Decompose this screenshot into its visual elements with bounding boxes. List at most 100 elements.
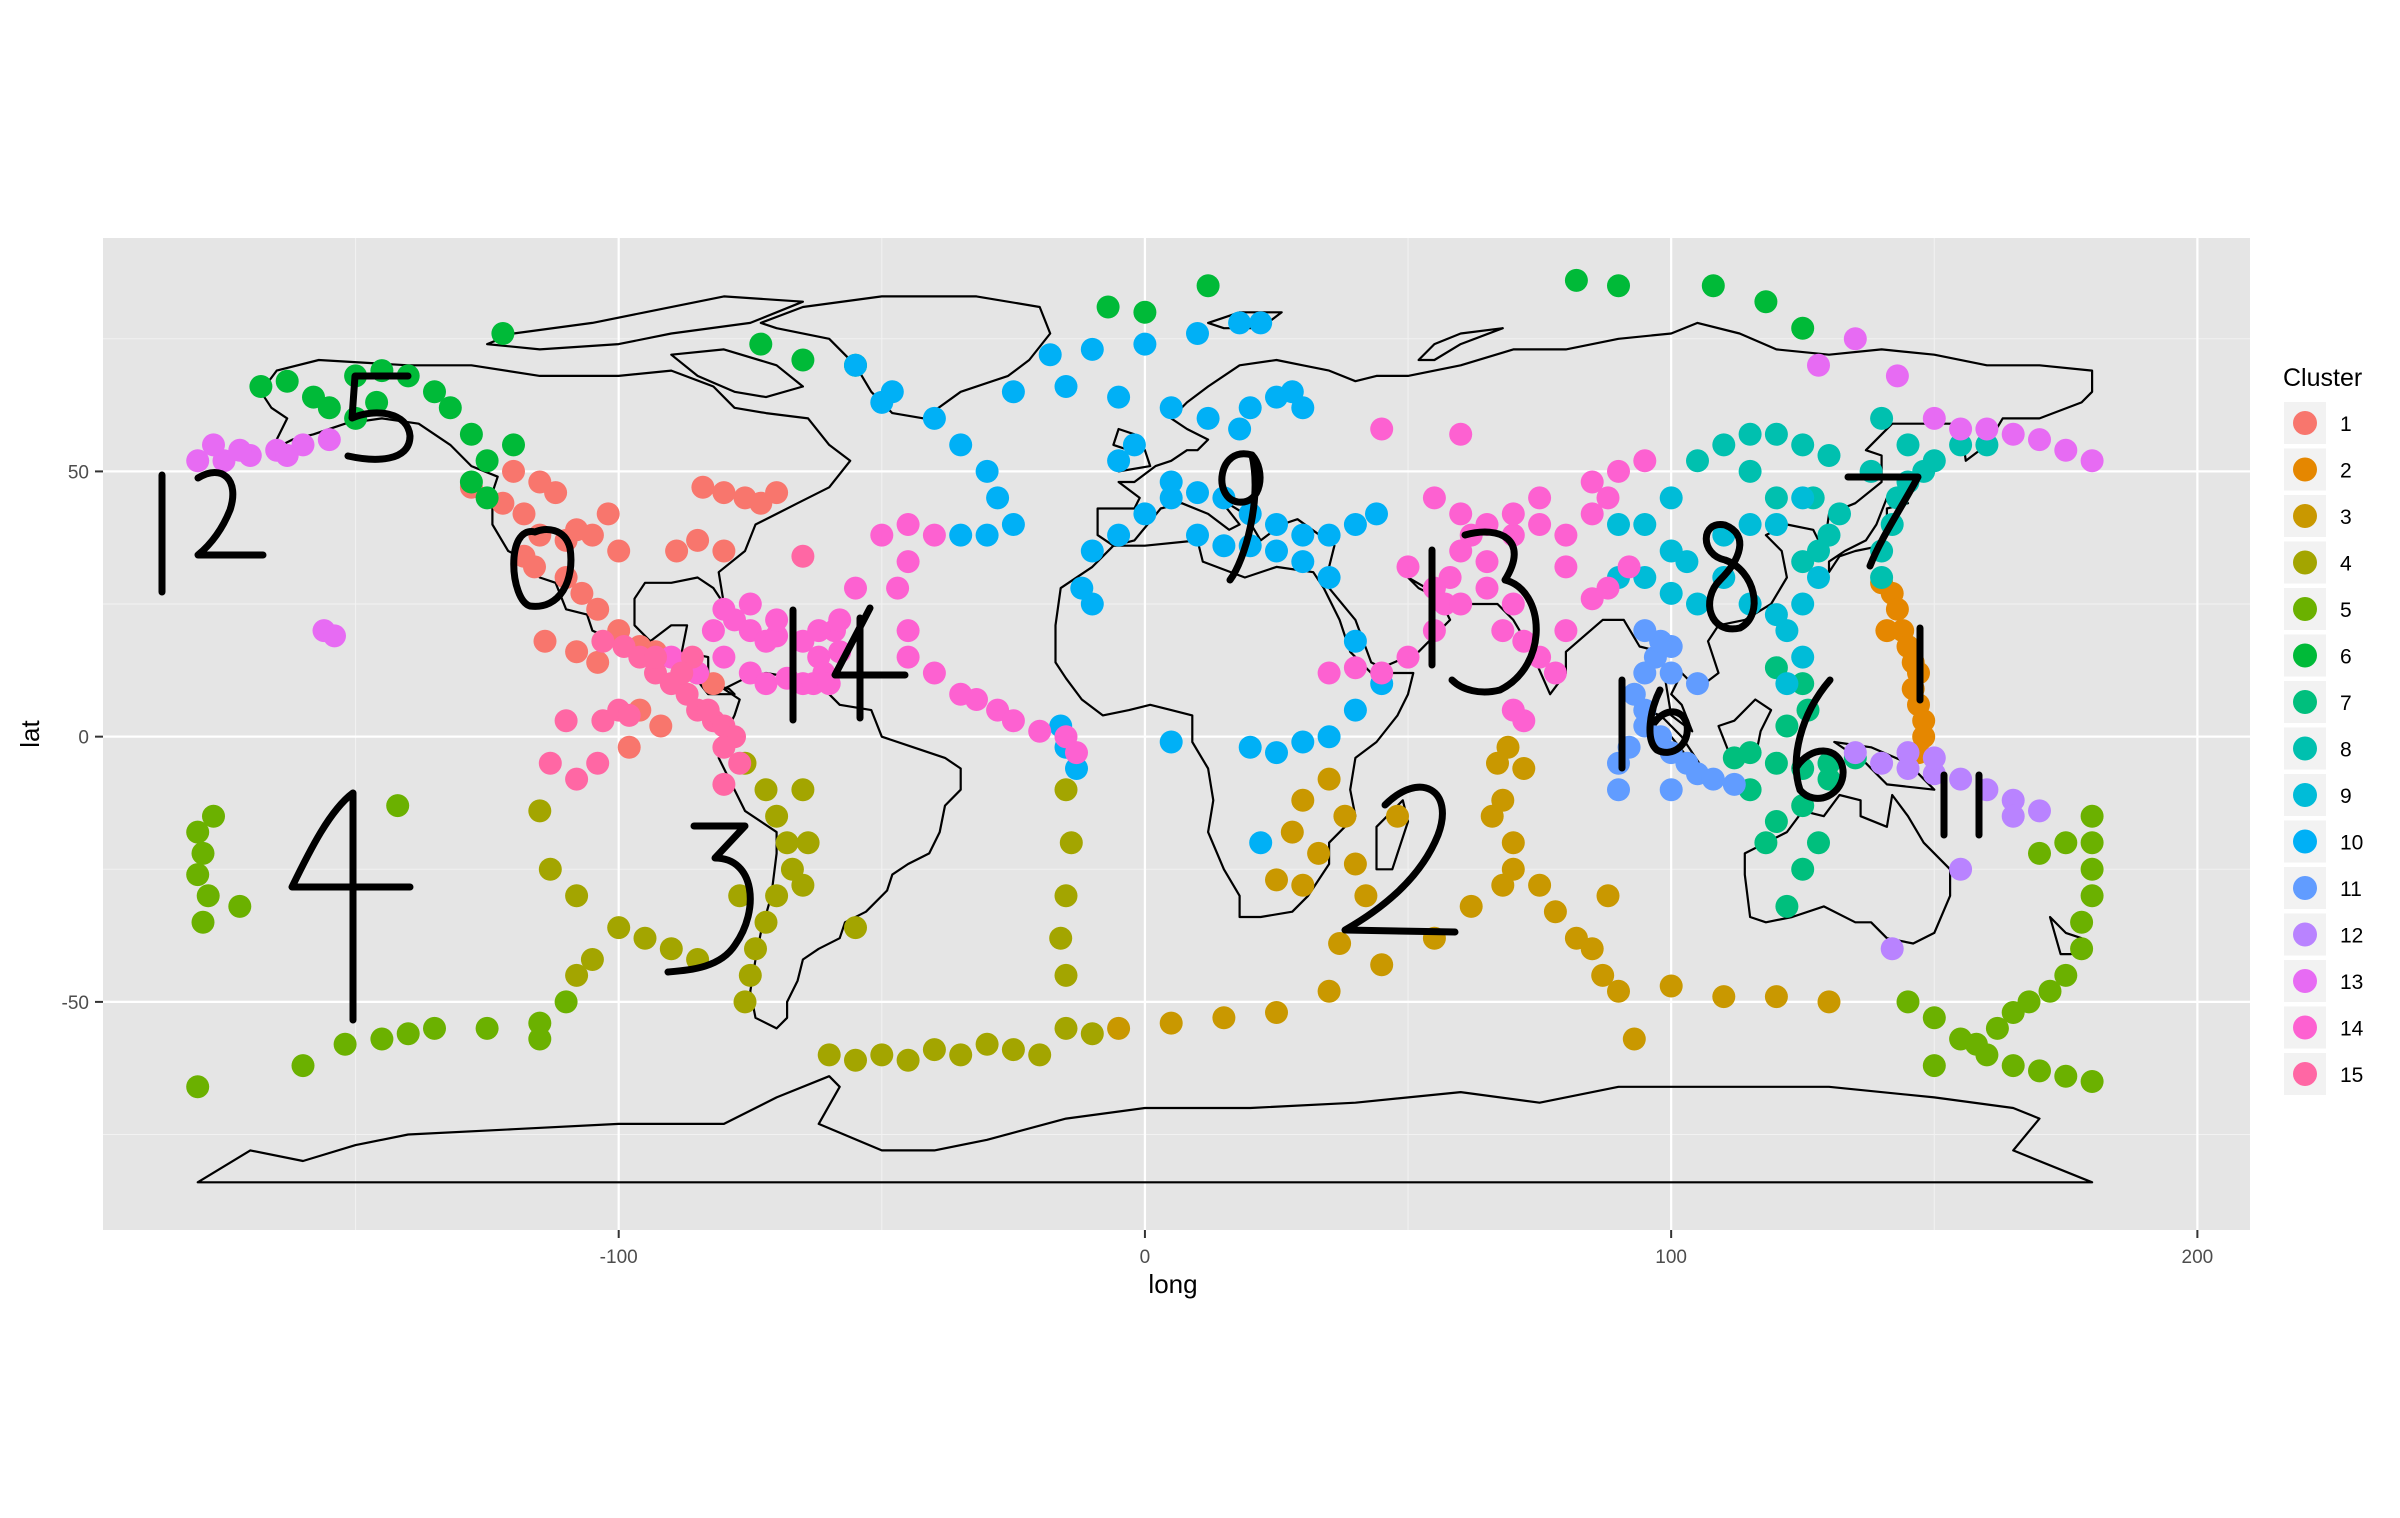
data-point-cluster-3 bbox=[1659, 974, 1683, 998]
data-point-cluster-5 bbox=[291, 1054, 315, 1078]
legend-key-9 bbox=[2293, 783, 2317, 807]
data-point-cluster-13 bbox=[2028, 428, 2051, 452]
data-point-cluster-5 bbox=[2080, 1070, 2104, 1093]
data-point-cluster-4 bbox=[565, 963, 589, 987]
data-point-cluster-13 bbox=[1975, 417, 1999, 441]
data-point-cluster-8 bbox=[1686, 449, 1709, 473]
data-point-cluster-14 bbox=[1501, 592, 1525, 616]
data-point-cluster-8 bbox=[1712, 433, 1736, 457]
data-point-cluster-15 bbox=[670, 661, 694, 685]
data-point-cluster-13 bbox=[2054, 438, 2078, 462]
data-point-cluster-4 bbox=[1028, 1043, 1052, 1067]
legend-label-1: 1 bbox=[2340, 413, 2352, 436]
data-point-cluster-9 bbox=[1775, 619, 1799, 643]
data-point-cluster-3 bbox=[1764, 985, 1788, 1009]
data-point-cluster-5 bbox=[2038, 979, 2062, 1003]
data-point-cluster-4 bbox=[1001, 1038, 1025, 1062]
data-point-cluster-14 bbox=[896, 619, 920, 643]
data-point-cluster-5 bbox=[2080, 857, 2104, 881]
data-point-cluster-11 bbox=[1633, 619, 1657, 643]
data-point-cluster-12 bbox=[1949, 857, 1973, 881]
data-point-cluster-5 bbox=[554, 990, 578, 1014]
data-point-cluster-14 bbox=[1528, 513, 1552, 536]
data-point-cluster-14 bbox=[1396, 555, 1420, 579]
data-point-cluster-8 bbox=[1738, 459, 1762, 483]
legend-label-2: 2 bbox=[2340, 460, 2352, 483]
data-point-cluster-11 bbox=[1659, 661, 1683, 685]
data-point-cluster-3 bbox=[1265, 868, 1288, 892]
data-point-cluster-10 bbox=[1228, 311, 1252, 335]
data-point-cluster-10 bbox=[1107, 523, 1131, 547]
data-point-cluster-5 bbox=[528, 1011, 552, 1035]
data-point-cluster-3 bbox=[1291, 873, 1315, 897]
data-point-cluster-5 bbox=[228, 894, 252, 918]
data-point-cluster-1 bbox=[765, 481, 789, 505]
data-point-cluster-14 bbox=[896, 513, 920, 536]
data-point-cluster-1 bbox=[691, 475, 715, 499]
data-point-cluster-5 bbox=[423, 1016, 446, 1040]
data-point-cluster-6 bbox=[791, 348, 815, 372]
data-point-cluster-10 bbox=[1228, 417, 1252, 441]
data-point-cluster-5 bbox=[191, 841, 215, 865]
data-point-cluster-3 bbox=[1328, 932, 1352, 955]
data-point-cluster-12 bbox=[2028, 799, 2051, 823]
data-point-cluster-10 bbox=[1343, 629, 1367, 653]
data-point-cluster-8 bbox=[1922, 449, 1946, 473]
data-point-cluster-8 bbox=[1870, 566, 1894, 589]
legend-label-7: 7 bbox=[2340, 692, 2352, 715]
data-point-cluster-6 bbox=[475, 449, 499, 473]
data-point-cluster-14 bbox=[765, 608, 789, 632]
data-point-cluster-6 bbox=[275, 369, 299, 393]
axes: -100 0 100 200 -50 0 50 bbox=[62, 462, 2214, 1268]
data-point-cluster-10 bbox=[1212, 534, 1236, 558]
data-point-cluster-4 bbox=[791, 873, 815, 897]
data-point-cluster-14 bbox=[965, 688, 988, 711]
data-point-cluster-1 bbox=[533, 629, 557, 653]
data-point-cluster-14 bbox=[1580, 502, 1604, 526]
data-point-cluster-14 bbox=[1317, 661, 1341, 685]
data-point-cluster-1 bbox=[523, 555, 546, 579]
data-point-cluster-6 bbox=[365, 390, 389, 414]
data-point-cluster-14 bbox=[1491, 619, 1515, 643]
data-point-cluster-1 bbox=[512, 502, 536, 526]
data-point-cluster-14 bbox=[1449, 422, 1473, 446]
data-point-cluster-14 bbox=[1528, 486, 1552, 510]
data-point-cluster-4 bbox=[607, 916, 631, 940]
data-point-cluster-12 bbox=[1880, 937, 1904, 961]
data-point-cluster-3 bbox=[1591, 963, 1615, 987]
data-point-cluster-14 bbox=[1422, 486, 1446, 510]
data-point-cluster-10 bbox=[1343, 513, 1367, 536]
data-point-cluster-13 bbox=[317, 428, 341, 452]
x-tick-label: -100 bbox=[600, 1247, 638, 1268]
data-point-cluster-8 bbox=[1896, 433, 1920, 457]
legend-key-2 bbox=[2293, 457, 2317, 482]
data-point-cluster-3 bbox=[1817, 990, 1841, 1014]
data-point-cluster-10 bbox=[1265, 513, 1288, 536]
legend-label-11: 11 bbox=[2340, 878, 2362, 901]
legend-label-13: 13 bbox=[2340, 971, 2363, 994]
data-point-cluster-10 bbox=[1054, 375, 1078, 398]
data-point-cluster-14 bbox=[828, 608, 852, 632]
data-point-cluster-14 bbox=[844, 576, 867, 600]
data-point-cluster-5 bbox=[2070, 910, 2094, 934]
data-point-cluster-7 bbox=[1775, 714, 1799, 738]
data-point-cluster-10 bbox=[975, 459, 999, 483]
x-tick-label: 200 bbox=[2182, 1247, 2214, 1268]
data-point-cluster-3 bbox=[1622, 1027, 1646, 1051]
data-point-cluster-4 bbox=[817, 1043, 841, 1067]
data-point-cluster-1 bbox=[528, 470, 552, 494]
data-point-cluster-10 bbox=[949, 523, 973, 547]
data-point-cluster-3 bbox=[1317, 767, 1341, 791]
data-point-cluster-5 bbox=[475, 1016, 499, 1040]
data-point-cluster-10 bbox=[949, 433, 973, 457]
data-point-cluster-14 bbox=[1028, 719, 1052, 743]
data-point-cluster-10 bbox=[1159, 486, 1183, 510]
data-point-cluster-7 bbox=[1754, 831, 1778, 855]
data-point-cluster-5 bbox=[2080, 884, 2104, 908]
data-point-cluster-3 bbox=[1712, 985, 1736, 1009]
data-point-cluster-3 bbox=[1370, 953, 1394, 977]
data-point-cluster-7 bbox=[1791, 672, 1815, 696]
data-point-cluster-14 bbox=[1449, 539, 1473, 563]
data-point-cluster-10 bbox=[1080, 539, 1104, 563]
